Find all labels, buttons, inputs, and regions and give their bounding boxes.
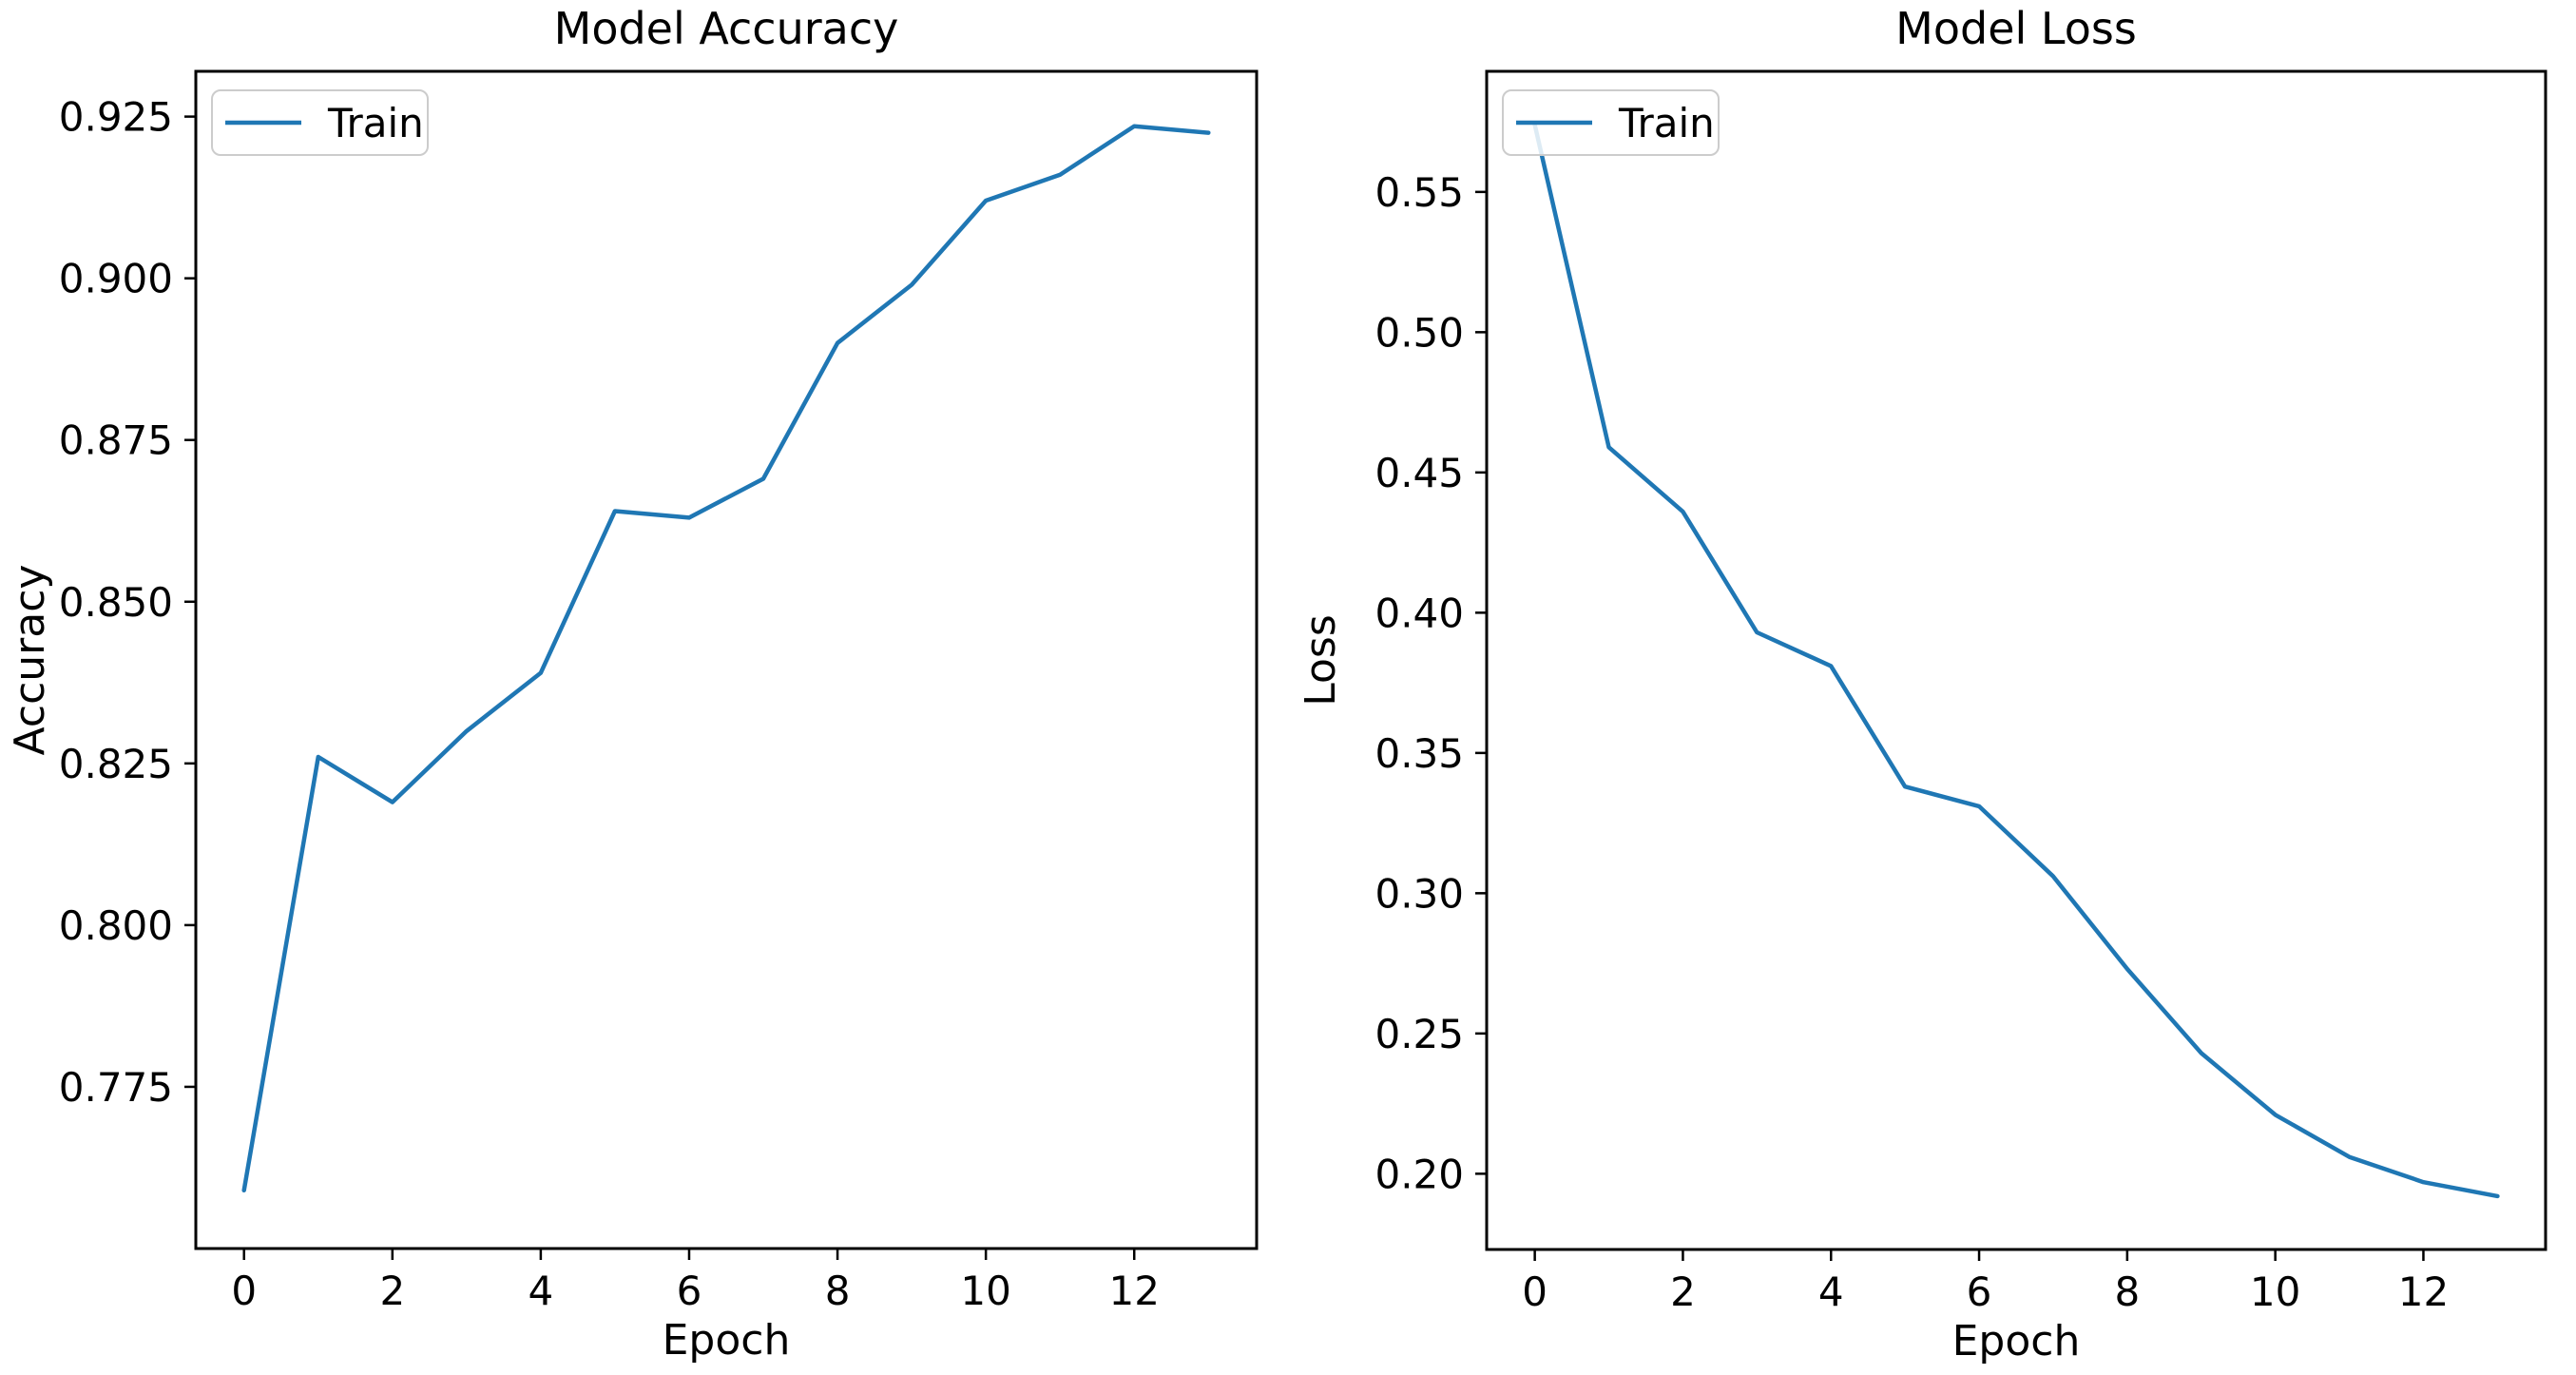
y-tick-label: 0.775 [59, 1064, 173, 1111]
y-tick-label: 0.900 [59, 256, 173, 302]
y-tick-label: 0.20 [1375, 1151, 1464, 1197]
legend-label: Train [1618, 100, 1715, 146]
train-line [241, 124, 1211, 1193]
plot-border [194, 69, 1259, 1250]
y-axis-label: Accuracy [6, 565, 54, 756]
y-tick-label: 0.925 [59, 94, 173, 141]
x-tick-label: 8 [825, 1268, 851, 1314]
x-tick-label: 12 [2398, 1268, 2449, 1315]
x-tick-label: 2 [1670, 1268, 1696, 1315]
x-tick-label: 10 [960, 1268, 1010, 1314]
y-tick-label: 0.45 [1375, 450, 1464, 496]
x-tick-label: 6 [1967, 1268, 1992, 1315]
legend-box [1502, 89, 1720, 156]
x-tick-label: 6 [677, 1268, 702, 1314]
y-tick-label: 0.55 [1375, 169, 1464, 216]
legend: Train [211, 89, 429, 156]
x-tick-label: 4 [1818, 1268, 1844, 1315]
y-tick-label: 0.875 [59, 417, 173, 464]
y-tick-label: 0.25 [1375, 1011, 1464, 1057]
legend: Train [1502, 89, 1720, 156]
x-tick-label: 4 [529, 1268, 554, 1314]
x-tick-label: 0 [231, 1268, 257, 1314]
y-tick-label: 0.35 [1375, 730, 1464, 777]
y-tick-label: 0.30 [1375, 870, 1464, 917]
chart-accuracy: Model Accuracy 0.775 0.800 0.825 0.850 0.875 0… [6, 3, 1259, 1365]
x-tick-label: 10 [2250, 1268, 2300, 1315]
train-line [1532, 122, 2500, 1199]
legend-box [211, 89, 429, 156]
y-tick-label: 0.40 [1375, 590, 1464, 636]
x-tick-label: 8 [2114, 1268, 2140, 1315]
y-tick-label: 0.850 [59, 579, 173, 626]
x-tick-label: 2 [379, 1268, 405, 1314]
y-tick-label: 0.50 [1375, 309, 1464, 356]
legend-label: Train [327, 100, 424, 146]
y-axis-label: Loss [1297, 614, 1345, 707]
chart-loss: Model Loss 0.20 0.25 0.30 0.35 0.40 0.45 0.50 0.… [1297, 3, 2547, 1365]
plot-border [1485, 69, 2547, 1251]
x-axis-label: Epoch [1952, 1317, 2081, 1365]
y-tick-label: 0.825 [59, 741, 173, 787]
x-tick-label: 12 [1109, 1268, 1160, 1314]
chart-title: Model Accuracy [554, 3, 899, 54]
x-tick-label: 0 [1522, 1268, 1548, 1315]
chart-title: Model Loss [1895, 3, 2137, 54]
y-tick-label: 0.800 [59, 902, 173, 949]
x-axis-label: Epoch [663, 1316, 791, 1365]
